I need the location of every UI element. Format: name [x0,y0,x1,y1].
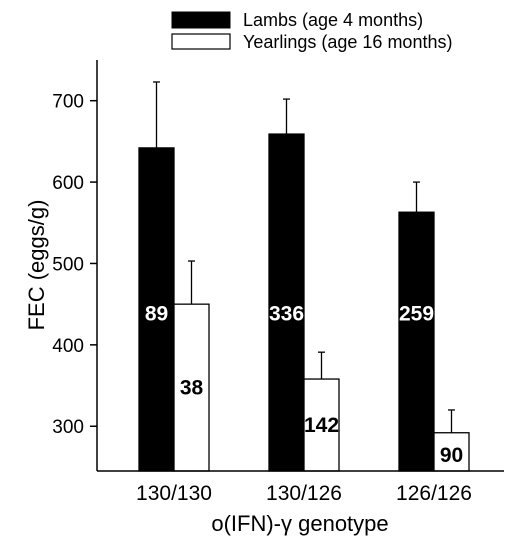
bar-lambs-2 [268,133,305,472]
legend-label-lambs: Lambs (age 4 months) [243,10,423,30]
legend-swatch-yearlings [171,33,231,50]
plot-area: 89 38 336 142 259 90 [138,81,470,472]
y-tick-label-400: 400 [52,336,84,357]
n-label-lambs-3: 259 [399,302,434,325]
n-label-yearlings-1: 38 [180,377,204,400]
x-tick-label-1: 130/130 [136,482,212,505]
bar-lambs-3 [398,211,435,472]
n-label-lambs-1: 89 [145,302,168,325]
y-tick-label-700: 700 [52,92,84,113]
n-label-yearlings-2: 142 [304,414,339,437]
bar-lambs-1 [138,147,175,472]
n-label-lambs-2: 336 [269,302,304,325]
n-label-yearlings-3: 90 [440,444,463,467]
bar-yearlings-2 [303,378,340,472]
y-axis-title: FEC (eggs/g) [24,200,49,331]
x-axis-title: o(IFN)-γ genotype [211,511,388,536]
y-axis-ticks: 300 400 500 600 700 [52,92,97,438]
legend-swatch-lambs [171,11,231,29]
legend: Lambs (age 4 months) Yearlings (age 16 m… [171,10,452,52]
y-tick-label-500: 500 [52,254,84,275]
x-tick-label-3: 126/126 [396,482,472,505]
x-tick-label-2: 130/126 [266,482,342,505]
y-tick-label-300: 300 [52,417,84,438]
y-tick-label-600: 600 [52,173,84,194]
legend-label-yearlings: Yearlings (age 16 months) [243,32,452,52]
x-axis-ticks: 130/130 130/126 126/126 [136,482,472,505]
